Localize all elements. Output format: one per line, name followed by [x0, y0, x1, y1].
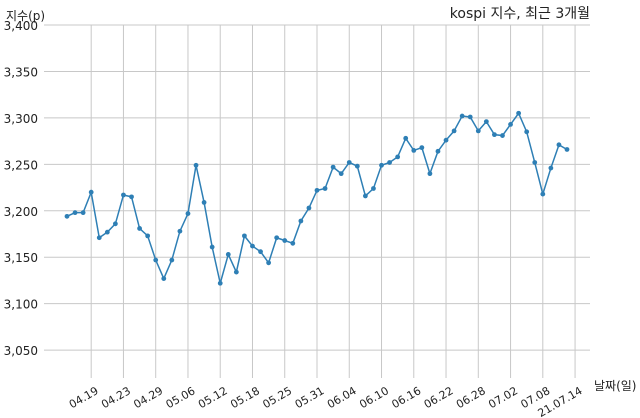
data-point [467, 114, 473, 120]
data-point [524, 129, 530, 135]
y-tick-label: 3,350 [4, 65, 38, 79]
data-point [451, 128, 457, 134]
data-point [161, 276, 167, 282]
x-tick-label: 05.31 [293, 384, 327, 411]
y-tick-label: 3,150 [4, 251, 38, 265]
data-point [516, 110, 522, 116]
data-point [64, 213, 70, 219]
y-tick-label: 3,200 [4, 205, 38, 219]
data-point [532, 160, 538, 165]
data-point [346, 160, 352, 165]
data-point [387, 160, 392, 165]
x-tick-label: 05.25 [260, 384, 294, 411]
data-point [274, 235, 280, 241]
data-point [371, 186, 376, 191]
data-point [258, 249, 263, 255]
data-point [250, 243, 255, 249]
data-point [435, 148, 441, 154]
data-point [121, 192, 126, 198]
data-point [153, 257, 159, 263]
data-point [556, 142, 562, 148]
data-point [201, 200, 207, 205]
data-point [403, 135, 409, 141]
x-tick-label: 04.29 [131, 384, 165, 411]
data-point [88, 189, 94, 195]
data-point [483, 119, 489, 125]
data-point [427, 171, 433, 177]
data-point [330, 164, 336, 170]
data-point [169, 257, 175, 263]
data-point [233, 269, 239, 275]
data-point [540, 191, 546, 197]
data-point [459, 113, 465, 119]
data-point [96, 235, 102, 241]
x-tick-label: 06.28 [454, 384, 488, 411]
data-point [266, 260, 272, 266]
data-point [475, 128, 481, 134]
data-point [564, 147, 570, 152]
data-point [419, 145, 425, 151]
data-point [411, 148, 417, 153]
y-tick-label: 3,050 [4, 344, 38, 358]
series-layer [64, 110, 570, 286]
data-point [185, 211, 191, 216]
data-point [137, 226, 142, 231]
data-point [354, 163, 360, 169]
data-point [548, 165, 554, 171]
data-point [282, 238, 288, 243]
y-tick-label: 3,400 [4, 19, 38, 33]
data-point [129, 194, 134, 200]
data-point [104, 229, 110, 235]
data-point [314, 187, 320, 193]
y-tick-labels: 3,050 3,100 3,150 3,200 3,250 3,300 3,350 3,400 [4, 19, 38, 358]
data-point [395, 154, 401, 160]
x-tick-label: 05.18 [228, 384, 262, 411]
data-point [379, 162, 384, 168]
y-axis-label: 지수(p) [6, 9, 45, 23]
y-tick-label: 3,100 [4, 298, 38, 312]
data-point [492, 132, 497, 138]
y-tick-label: 3,250 [4, 158, 38, 172]
x-axis-label: 날짜(일) [594, 379, 636, 393]
data-point [322, 186, 328, 191]
data-point [217, 280, 223, 286]
data-point [193, 162, 199, 168]
data-point [72, 210, 78, 216]
data-point [338, 171, 344, 177]
x-tick-labels: 04.1904.2304.2905.0605.1205.1805.2505.31… [67, 384, 585, 418]
chart-title: kospi 지수, 최근 3개월 [450, 6, 590, 22]
data-point [242, 233, 247, 239]
data-point [112, 221, 118, 227]
data-point [362, 193, 368, 199]
data-point [306, 205, 312, 211]
grid-lines [44, 24, 590, 378]
data-point [500, 133, 505, 138]
x-tick-label: 04.23 [99, 384, 133, 411]
x-tick-label: 06.22 [422, 384, 456, 411]
x-tick-label: 05.06 [164, 384, 198, 411]
data-point [508, 121, 513, 127]
data-point [177, 228, 183, 234]
data-point [298, 218, 304, 224]
data-point [80, 210, 86, 216]
data-point [145, 233, 151, 239]
data-point [443, 137, 449, 143]
x-tick-label: 05.12 [196, 384, 230, 411]
x-tick-label: 07.02 [486, 384, 520, 411]
data-point [290, 240, 296, 246]
x-tick-label: 06.16 [389, 384, 423, 411]
x-tick-label: 06.10 [357, 384, 391, 411]
data-point [209, 244, 215, 250]
data-point [225, 252, 231, 257]
x-tick-label: 04.19 [67, 384, 101, 411]
y-tick-label: 3,300 [4, 112, 38, 126]
x-tick-label: 06.04 [325, 384, 359, 411]
